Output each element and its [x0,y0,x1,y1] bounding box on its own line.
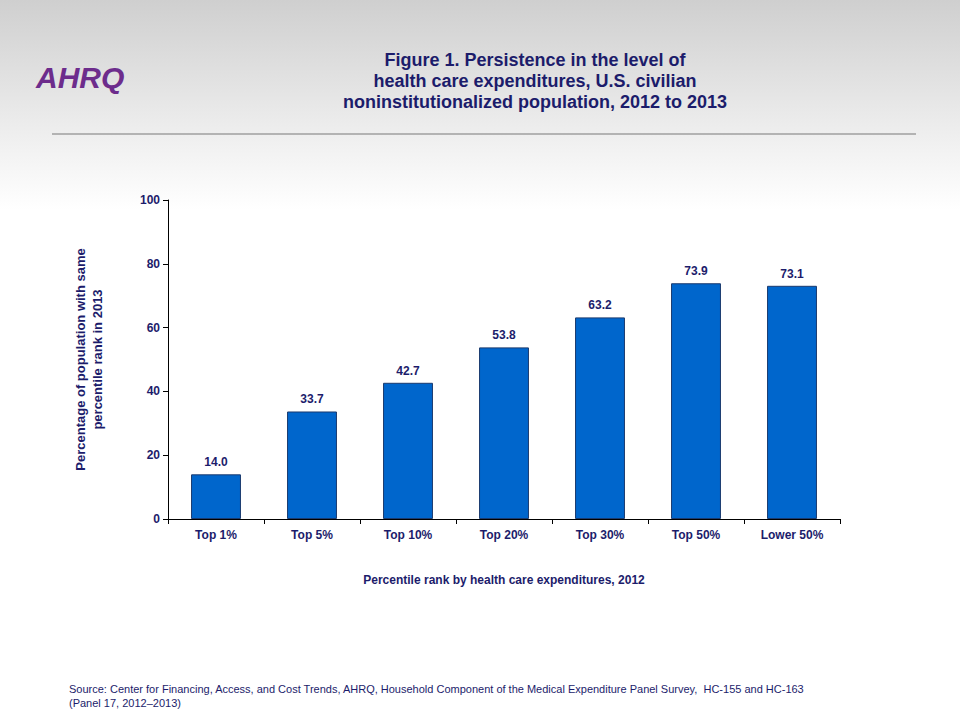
svg-text:53.8: 53.8 [492,328,516,342]
svg-text:Source: Center for Financing,: Source: Center for Financing, Access, an… [69,683,804,695]
svg-text:Top 20%: Top 20% [480,528,529,542]
svg-text:percentile rank in 2013: percentile rank in 2013 [90,289,105,429]
svg-text:Top 5%: Top 5% [291,528,333,542]
svg-text:Top 30%: Top 30% [576,528,625,542]
svg-text:63.2: 63.2 [588,298,612,312]
svg-text:40: 40 [147,384,161,398]
svg-text:Lower 50%: Lower 50% [761,528,824,542]
svg-text:(Panel 17, 2012–2013): (Panel 17, 2012–2013) [69,697,181,709]
svg-text:Percentile rank by health care: Percentile rank by health care expenditu… [363,573,645,587]
svg-text:Top 1%: Top 1% [195,528,237,542]
svg-text:0: 0 [153,512,160,526]
svg-text:80: 80 [147,257,161,271]
svg-text:60: 60 [147,321,161,335]
svg-text:100: 100 [140,193,160,207]
svg-text:Top 50%: Top 50% [672,528,721,542]
svg-text:42.7: 42.7 [396,364,420,378]
svg-text:20: 20 [147,448,161,462]
svg-text:14.0: 14.0 [204,455,228,469]
svg-text:Percentage of population with: Percentage of population with same [73,248,88,470]
svg-text:Top 10%: Top 10% [384,528,433,542]
svg-text:Figure 1. Persistence in the l: Figure 1. Persistence in the level of [384,50,686,70]
svg-text:health care expenditures, U.S.: health care expenditures, U.S. civilian [373,71,696,91]
svg-text:33.7: 33.7 [300,392,324,406]
svg-text:AHRQ: AHRQ [35,61,124,94]
svg-text:noninstitutionalized populatio: noninstitutionalized population, 2012 to… [343,92,727,112]
svg-text:73.1: 73.1 [780,267,804,281]
svg-text:73.9: 73.9 [684,264,708,278]
